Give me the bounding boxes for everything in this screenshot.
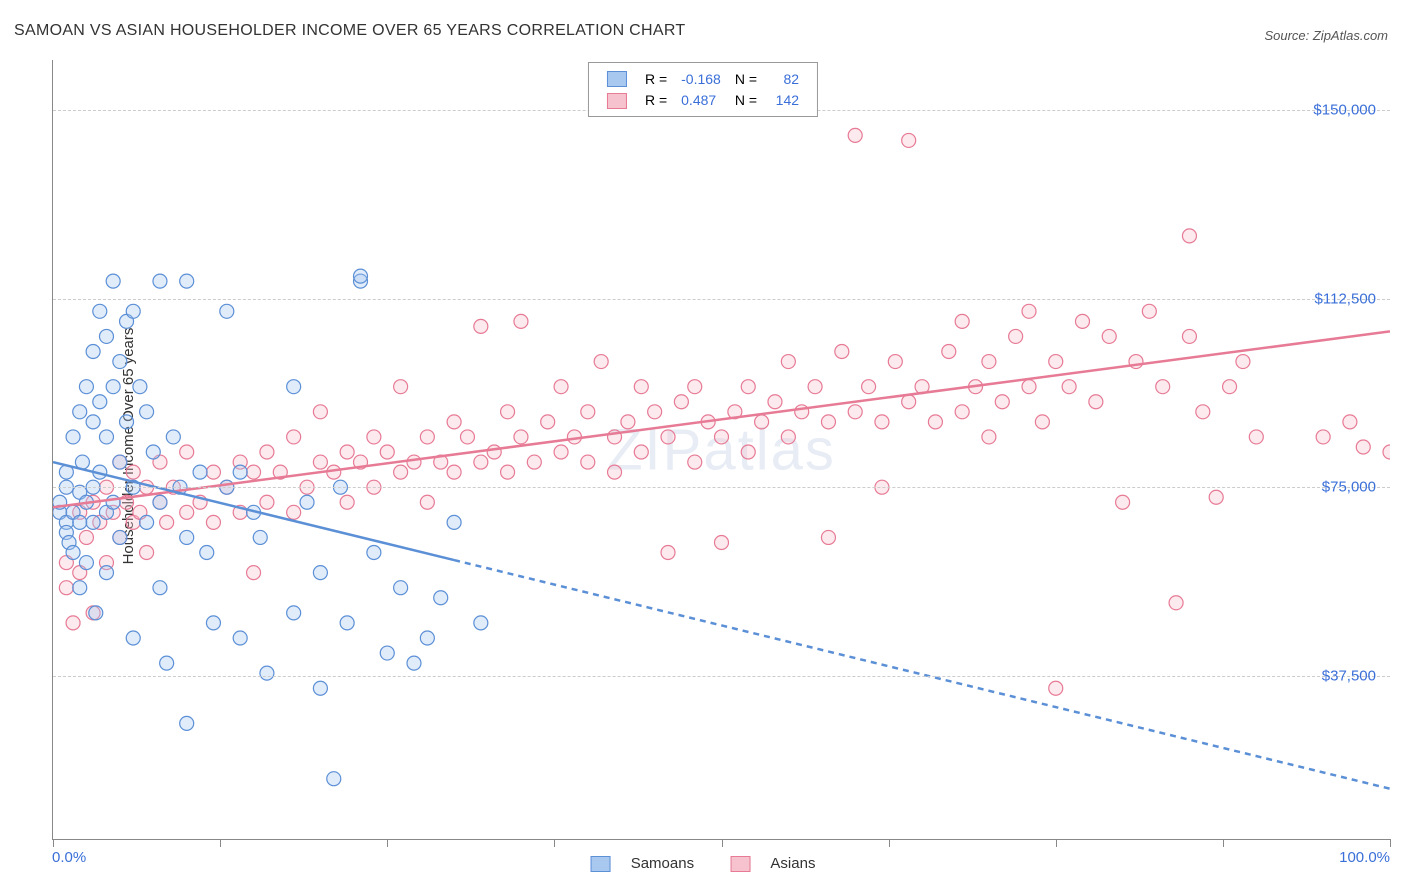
asians-swatch — [730, 856, 750, 872]
y-tick-label: $75,000 — [1322, 479, 1376, 496]
n-label: N = — [729, 69, 763, 88]
asians-r-value: 0.487 — [675, 90, 727, 109]
samoans-swatch-icon — [607, 71, 627, 87]
chart-container: SAMOAN VS ASIAN HOUSEHOLDER INCOME OVER … — [0, 0, 1406, 892]
r-label: R = — [639, 69, 673, 88]
asians-legend-label: Asians — [770, 855, 815, 872]
asians-swatch-icon — [607, 93, 627, 109]
stats-row-samoans: R = -0.168 N = 82 — [601, 69, 805, 88]
samoans-r-value: -0.168 — [675, 69, 727, 88]
asians-n-value: 142 — [765, 90, 805, 109]
chart-title: SAMOAN VS ASIAN HOUSEHOLDER INCOME OVER … — [14, 22, 686, 40]
stats-table: R = -0.168 N = 82 R = 0.487 N = 142 — [599, 67, 807, 112]
stats-legend: R = -0.168 N = 82 R = 0.487 N = 142 — [588, 62, 818, 117]
scatter-svg — [53, 60, 1390, 839]
legend-asians: Asians — [722, 855, 823, 872]
x-axis-min-label: 0.0% — [52, 849, 86, 866]
x-axis-max-label: 100.0% — [1339, 849, 1390, 866]
n-label: N = — [729, 90, 763, 109]
source-attribution: Source: ZipAtlas.com — [1264, 28, 1388, 43]
legend-samoans: Samoans — [583, 855, 707, 872]
samoans-legend-label: Samoans — [631, 855, 694, 872]
stats-row-asians: R = 0.487 N = 142 — [601, 90, 805, 109]
samoans-swatch — [591, 856, 611, 872]
plot-area: ZIPatlas $37,500$75,000$112,500$150,000 — [52, 60, 1390, 840]
series-legend: Samoans Asians — [575, 855, 832, 872]
samoans-n-value: 82 — [765, 69, 805, 88]
y-tick-label: $37,500 — [1322, 667, 1376, 684]
y-tick-label: $150,000 — [1313, 102, 1376, 119]
r-label: R = — [639, 90, 673, 109]
y-tick-label: $112,500 — [1315, 290, 1376, 307]
